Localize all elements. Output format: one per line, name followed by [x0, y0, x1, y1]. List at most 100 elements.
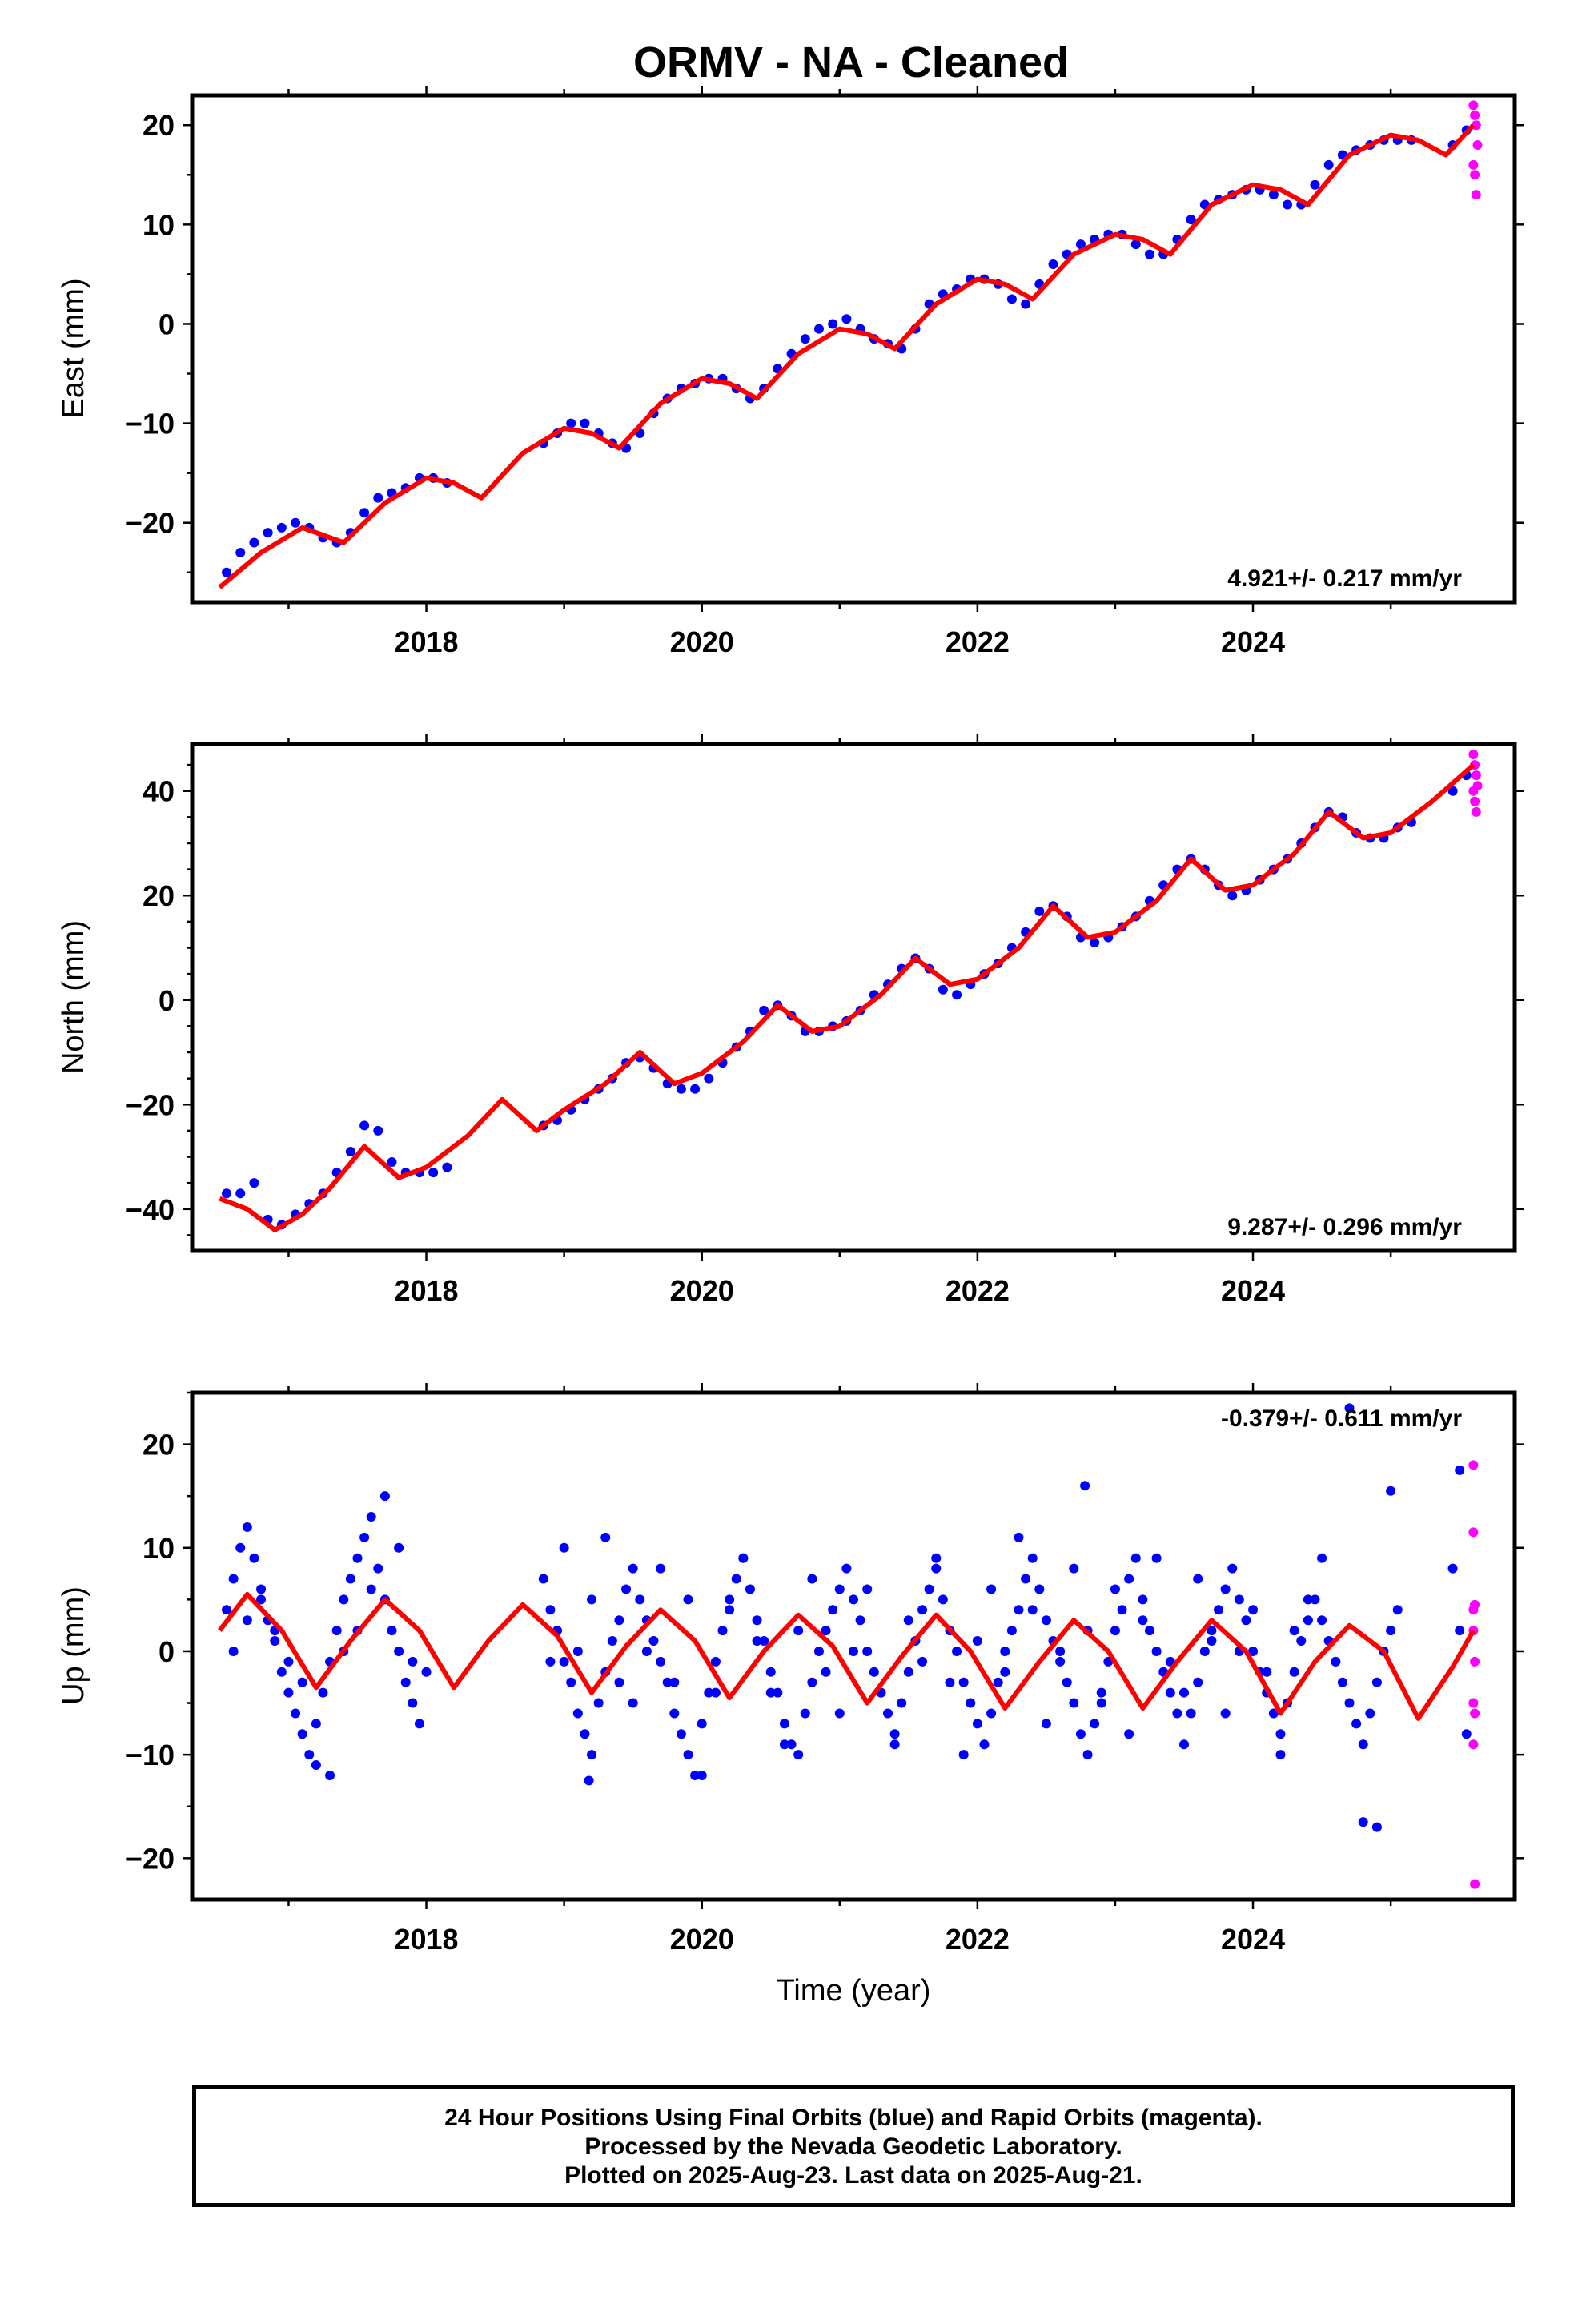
final-orbit-point	[545, 1605, 556, 1615]
final-orbit-point	[1345, 0, 1355, 5]
final-orbit-point	[862, 1584, 873, 1594]
x-tick-label: 2024	[1221, 625, 1285, 658]
final-orbit-point	[1220, 1584, 1231, 1594]
final-orbit-point	[813, 1646, 824, 1656]
final-orbit-point	[276, 522, 287, 533]
final-orbit-point	[228, 1574, 239, 1584]
final-orbit-point	[938, 1594, 948, 1605]
final-orbit-point	[1344, 1698, 1355, 1708]
final-orbit-point	[924, 1584, 934, 1594]
final-orbit-point	[710, 1656, 721, 1667]
y-tick-label: 0	[159, 984, 175, 1017]
panel-data	[219, 750, 1483, 1232]
final-orbit-point	[428, 1168, 439, 1178]
final-orbit-point	[421, 1667, 432, 1677]
final-orbit-point	[1080, 1481, 1090, 1491]
final-orbit-point	[1275, 1750, 1286, 1760]
final-orbit-point	[1041, 1719, 1051, 1729]
final-orbit-point	[572, 1646, 583, 1656]
y-tick-label: 0	[159, 308, 175, 340]
final-orbit-point	[849, 1646, 858, 1656]
final-orbit-point	[1075, 239, 1086, 250]
final-orbit-point	[339, 1594, 349, 1605]
final-orbit-point	[993, 1677, 1003, 1687]
footer-line-1: 24 Hour Positions Using Final Orbits (bl…	[444, 2105, 1263, 2131]
final-orbit-point	[359, 1532, 370, 1542]
final-orbit-point	[628, 1563, 638, 1574]
final-orbit-point	[352, 1553, 363, 1563]
final-orbit-point	[628, 1698, 638, 1708]
final-orbit-point	[883, 1708, 893, 1719]
y-tick-label: 20	[143, 109, 175, 142]
final-orbit-point	[1241, 1615, 1251, 1626]
final-orbit-point	[958, 1750, 969, 1760]
final-orbit-point	[621, 1584, 632, 1594]
final-orbit-point	[704, 1073, 714, 1084]
final-orbit-point	[359, 508, 370, 518]
final-orbit-point	[297, 1677, 307, 1687]
final-orbit-point	[779, 1739, 789, 1750]
final-orbit-point	[256, 1594, 267, 1605]
panel-east: −20 −10 0 10 20 2018 2020 2022 2024 East (mm) 4.92…	[57, 86, 1524, 658]
x-axis-label: Time (year)	[777, 1974, 931, 2008]
final-orbit-point	[828, 319, 838, 329]
final-orbit-point	[966, 1698, 976, 1708]
final-orbit-point	[600, 1532, 611, 1542]
panel-data	[218, 100, 1483, 589]
y-tick-label: 10	[143, 208, 175, 241]
final-orbit-point	[593, 1698, 604, 1708]
final-orbit-point	[1268, 190, 1279, 200]
y-tick-label: 20	[143, 1429, 175, 1462]
final-orbit-point	[1447, 786, 1458, 796]
model-fit-line	[218, 123, 1476, 589]
final-orbit-point	[1214, 1605, 1224, 1615]
final-orbit-point	[1193, 1677, 1203, 1687]
final-orbit-point	[1193, 1574, 1203, 1584]
final-orbit-point	[318, 1687, 328, 1698]
final-orbit-point	[587, 1594, 597, 1605]
final-orbit-point	[1303, 1594, 1313, 1605]
rapid-orbit-point	[1468, 159, 1479, 170]
final-orbit-point	[725, 1605, 735, 1615]
final-orbit-point	[1144, 1626, 1154, 1636]
final-orbit-point	[669, 1708, 680, 1719]
final-orbit-point	[745, 1584, 755, 1594]
final-orbit-point	[249, 1553, 259, 1563]
rapid-orbit-point	[1471, 190, 1481, 200]
final-orbit-point	[373, 1125, 383, 1136]
rapid-orbit-point	[1471, 806, 1481, 817]
final-orbit-point	[986, 1708, 997, 1719]
final-orbit-point	[1248, 1605, 1259, 1615]
final-orbit-point	[235, 1188, 246, 1199]
final-orbit-point	[1351, 1719, 1362, 1729]
final-orbit-point	[690, 1084, 701, 1094]
final-orbit-point	[1138, 1615, 1148, 1626]
final-orbit-point	[1386, 1626, 1396, 1636]
final-orbit-point	[917, 1605, 928, 1615]
final-orbit-point	[311, 1719, 321, 1729]
final-orbit-point	[1006, 294, 1017, 304]
final-orbit-point	[1021, 299, 1031, 309]
final-orbit-point	[1207, 1636, 1217, 1647]
final-orbit-point	[1234, 1594, 1244, 1605]
final-orbit-point	[249, 537, 259, 548]
final-orbit-point	[635, 1594, 645, 1605]
x-tick-label: 2018	[394, 625, 458, 658]
final-orbit-point	[580, 418, 590, 428]
final-orbit-point	[222, 1605, 232, 1615]
final-orbit-point	[1262, 1667, 1272, 1677]
final-orbit-point	[731, 1574, 741, 1584]
final-orbit-point	[584, 1775, 594, 1786]
final-orbit-point	[545, 1656, 556, 1667]
final-orbit-point	[1144, 249, 1154, 259]
final-orbit-point	[1179, 1687, 1189, 1698]
final-orbit-point	[662, 1677, 673, 1687]
rapid-orbit-point	[1468, 100, 1479, 111]
final-orbit-point	[566, 418, 576, 428]
final-orbit-point	[1455, 1626, 1465, 1636]
final-orbit-point	[800, 334, 810, 344]
rapid-orbit-point	[1468, 1739, 1479, 1750]
plot-frame	[190, 93, 1517, 605]
final-orbit-point	[676, 1729, 686, 1739]
